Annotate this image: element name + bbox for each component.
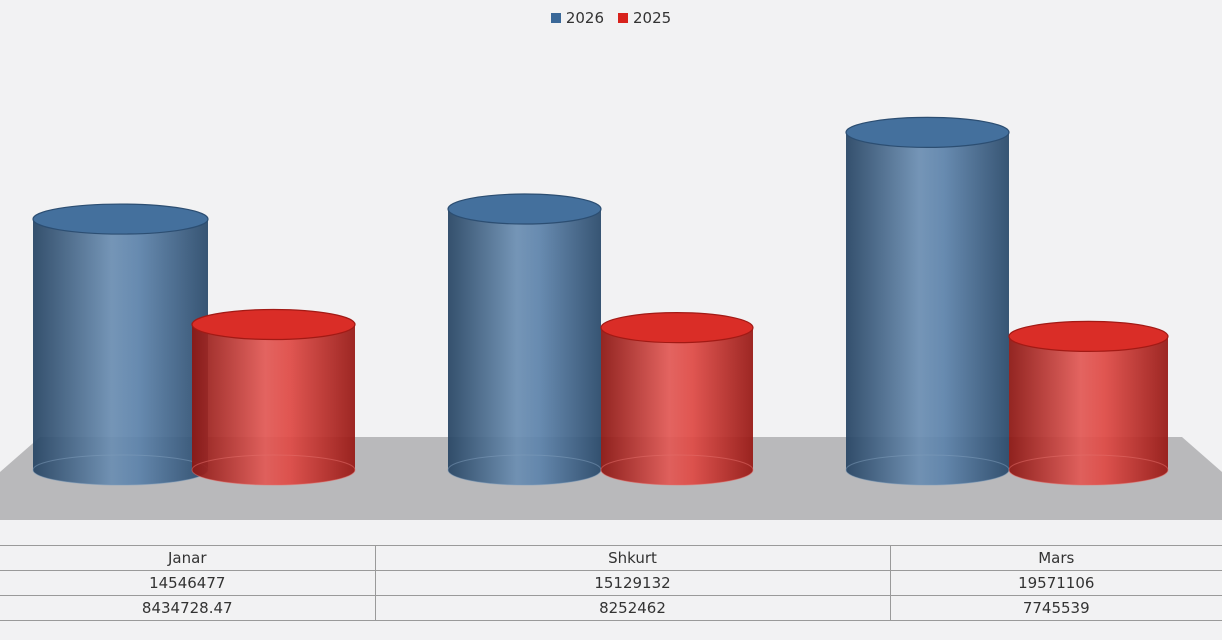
table-cell: 14546477 [0, 570, 376, 596]
bar-2026-Janar [32, 203, 209, 486]
legend-label: 2026 [565, 9, 604, 27]
bar-2025-Mars [1008, 320, 1169, 486]
table-cell: 7745539 [890, 595, 1222, 621]
legend-label: 2025 [633, 9, 672, 27]
legend-swatch [618, 13, 628, 23]
table-row: 8434728.47 8252462 7745539 [0, 595, 1222, 621]
bar-2026-Mars [845, 116, 1010, 486]
table-cell: 8252462 [375, 595, 891, 621]
chart [0, 116, 1222, 520]
table-row: 14546477 15129132 19571106 [0, 570, 1222, 596]
table-cell: 19571106 [890, 570, 1222, 596]
table-header-row: Janar Shkurt Mars [0, 545, 1222, 571]
table-cell: 8434728.47 [0, 595, 376, 621]
legend-item-2026: 2026 [550, 9, 604, 27]
legend: 2026 2025 [0, 9, 1222, 27]
table-cell: 15129132 [375, 570, 891, 596]
bar-2025-Shkurt [600, 312, 754, 486]
legend-item-2025: 2025 [618, 9, 671, 27]
legend-swatch [550, 13, 561, 23]
data-table: Janar Shkurt Mars 14546477 15129132 1957… [0, 545, 1222, 621]
category-header: Shkurt [375, 545, 891, 571]
category-header: Janar [0, 545, 376, 571]
bar-2026-Shkurt [447, 193, 602, 486]
bar-2025-Janar [191, 308, 356, 486]
category-header: Mars [890, 545, 1222, 571]
